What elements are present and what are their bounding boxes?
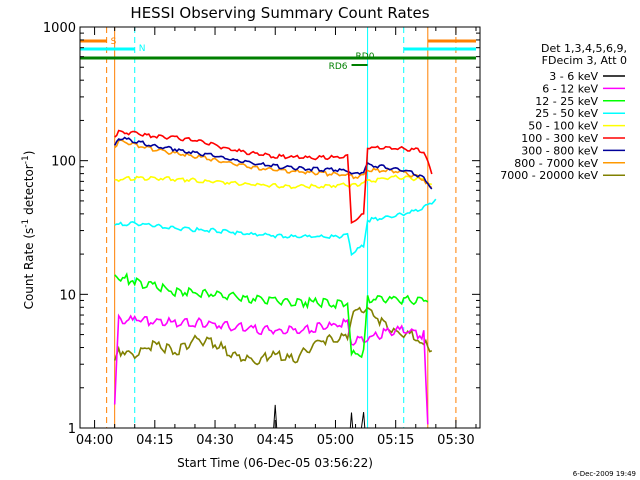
legend-entry-label: 800 - 7000 keV bbox=[514, 157, 598, 170]
saa-flag-label: S bbox=[111, 37, 117, 47]
series-line bbox=[113, 136, 433, 190]
legend-entry-label: 7000 - 20000 keV bbox=[500, 169, 598, 182]
series-line bbox=[114, 174, 432, 190]
x-tick-label: 04:45 bbox=[257, 433, 294, 448]
y-tick-label: 10 bbox=[59, 288, 76, 303]
footer-stamp: 6-Dec-2009 19:49 bbox=[573, 470, 636, 478]
legend-entry-label: 3 - 6 keV bbox=[549, 70, 598, 83]
plot-inner: S N RD0 RD6 bbox=[80, 27, 476, 428]
x-tick-label: 05:15 bbox=[377, 433, 414, 448]
series-line bbox=[273, 404, 366, 428]
plot-frame bbox=[79, 26, 481, 429]
legend-entry-label: 25 - 50 keV bbox=[535, 107, 598, 120]
x-tick-label: 04:00 bbox=[76, 433, 113, 448]
series-line bbox=[113, 306, 433, 366]
legend-entry-label: 12 - 25 keV bbox=[535, 95, 598, 108]
legend-entry-label: 300 - 800 keV bbox=[521, 144, 598, 157]
series-line bbox=[114, 271, 429, 359]
x-tick-label: 04:15 bbox=[136, 433, 173, 448]
x-axis-label: Start Time (06-Dec-05 03:56:22) bbox=[177, 456, 373, 470]
axes: 1 10 100 1000 04:00 04:15 04:30 04:45 05:00 05:15… bbox=[43, 21, 481, 448]
chart-title: HESSI Observing Summary Count Rates bbox=[130, 4, 429, 22]
rd6-flag-label: RD6 bbox=[329, 62, 348, 72]
rd0-flag-label: RD0 bbox=[356, 52, 375, 62]
series-line bbox=[114, 139, 433, 189]
y-tick-label: 1 bbox=[68, 422, 76, 437]
legend-header-line: Det 1,3,4,5,6,9, bbox=[541, 42, 627, 55]
y-tick-label: 100 bbox=[51, 155, 76, 170]
x-tick-label: 04:30 bbox=[196, 433, 233, 448]
y-axis-label: Count Rate (s-1 detector-1) bbox=[21, 151, 36, 310]
series-line bbox=[114, 198, 437, 257]
legend-entry-label: 6 - 12 keV bbox=[542, 82, 598, 95]
y-tick-label: 1000 bbox=[43, 21, 76, 36]
legend-entry-label: 100 - 300 keV bbox=[521, 132, 598, 145]
legend-entry-label: 50 - 100 keV bbox=[528, 120, 598, 133]
legend: Det 1,3,4,5,6,9,FDecim 3, Att 0 3 - 6 keV… bbox=[500, 42, 627, 182]
plot-area: S N RD0 RD6 bbox=[80, 27, 476, 428]
series-line bbox=[113, 313, 429, 425]
series-line bbox=[114, 129, 433, 224]
night-flag-label: N bbox=[139, 44, 146, 54]
x-tick-label: 05:30 bbox=[437, 433, 474, 448]
legend-header-line: FDecim 3, Att 0 bbox=[542, 54, 627, 67]
x-tick-label: 05:00 bbox=[317, 433, 354, 448]
